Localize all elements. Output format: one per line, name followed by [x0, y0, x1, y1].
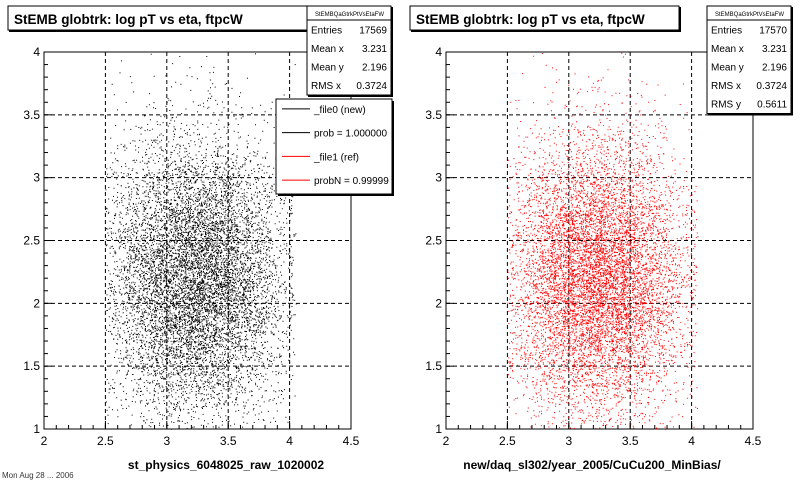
right-x-axis-label: new/daq_sl302/year_2005/CuCu200_MinBias/: [463, 458, 721, 472]
stats-row-label: Mean y: [711, 63, 744, 74]
y-tick-label: 4: [435, 45, 442, 59]
right-chart-title: StEMB globtrk: log pT vs eta, ftpcW: [416, 12, 645, 27]
legend-entry-label: _file1 (ref): [313, 152, 359, 163]
stats-box-frame: [706, 5, 792, 114]
stats-row-value: 0.3724: [756, 81, 787, 92]
x-tick-label: 4: [688, 434, 695, 448]
y-tick-label: 3.5: [23, 108, 40, 122]
right-x-axis: 2 2.5 3 3.5 4 4.5: [443, 421, 762, 448]
stats-box-frame: [306, 5, 392, 96]
left-chart-title: StEMB globtrk: log pT vs eta, ftpcW: [14, 12, 243, 27]
right-title-box: [409, 5, 680, 31]
x-tick-label: 3.5: [220, 434, 237, 448]
stats-row-label: RMS x: [311, 81, 341, 92]
stats-box-name: StEMBQaGtrkPtVsEtaFW: [315, 12, 384, 18]
stats-row-value: 3.231: [362, 44, 387, 55]
scatter-point-cloud: [105, 53, 297, 430]
stats-row-label: Entries: [311, 26, 342, 37]
right-y-axis: 1 1.5 2 2.5 3 3.5 4: [425, 45, 454, 436]
y-tick-label: 1: [435, 422, 442, 436]
left-legend: _file0 (new) prob = 1.000000 _file1 (ref) p…: [275, 98, 394, 196]
legend-entry-label: probN = 0.99999: [314, 176, 389, 187]
right-histogram-panel: 2 2.5 3 3.5 4 4.5 1 1.5 2 2.5 3 3.5 4 StEMB globtrk…: [409, 5, 793, 472]
x-tick-label: 2.5: [499, 434, 516, 448]
legend-frame: [275, 98, 393, 195]
stats-row-label: Entries: [711, 26, 742, 37]
left-scatter-points: [105, 53, 297, 430]
y-tick-label: 3.5: [425, 108, 442, 122]
stats-row-label: Mean y: [311, 63, 344, 74]
right-grid: [446, 52, 753, 429]
stats-row-label: RMS x: [711, 81, 741, 92]
left-x-axis-label: st_physics_6048025_raw_1020002: [128, 458, 324, 472]
y-tick-label: 1: [33, 422, 40, 436]
stats-row-value: 0.3724: [356, 81, 387, 92]
y-tick-label: 2.5: [23, 234, 40, 248]
x-tick-label: 4.5: [343, 434, 360, 448]
stats-row-value: 3.231: [762, 44, 787, 55]
x-tick-label: 2: [443, 434, 450, 448]
y-tick-label: 3: [33, 171, 40, 185]
footer-timestamp: Mon Aug 28 ... 2006: [2, 471, 74, 480]
stats-box-name: StEMBQaGtrkPtVsEtaFW: [715, 12, 784, 18]
y-tick-label: 3: [435, 171, 442, 185]
x-tick-label: 3: [565, 434, 572, 448]
left-y-axis: 1 1.5 2 2.5 3 3.5 4: [23, 45, 52, 436]
y-tick-label: 2: [33, 296, 40, 310]
y-tick-label: 1.5: [23, 359, 40, 373]
stats-row-value: 2.196: [762, 63, 787, 74]
y-tick-label: 1.5: [425, 359, 442, 373]
x-tick-label: 4.5: [745, 434, 762, 448]
stats-row-label: Mean x: [311, 44, 344, 55]
stats-row-label: Mean x: [711, 44, 744, 55]
x-tick-label: 2.5: [97, 434, 114, 448]
y-tick-label: 4: [33, 45, 40, 59]
left-title-box: [7, 5, 308, 31]
legend-entry-label: _file0 (new): [313, 105, 366, 116]
legend-entry-label: prob = 1.000000: [314, 129, 388, 140]
stats-row-value: 17570: [759, 26, 787, 37]
left-histogram-panel: 2 2.5 3 3.5 4 4.5 1 1.5 2 2.5 3 3.5 4 StEMB globtrk…: [7, 5, 394, 472]
y-tick-label: 2: [435, 296, 442, 310]
x-tick-label: 3.5: [622, 434, 639, 448]
x-tick-label: 2: [41, 434, 48, 448]
stats-row-value: 2.196: [362, 63, 387, 74]
left-x-axis: 2 2.5 3 3.5 4 4.5: [41, 421, 360, 448]
left-stats-box: StEMBQaGtrkPtVsEtaFW Entries 17569 Mean x 3.…: [306, 5, 393, 97]
stats-row-value: 17569: [359, 26, 387, 37]
y-tick-label: 2.5: [425, 234, 442, 248]
right-stats-box: StEMBQaGtrkPtVsEtaFW Entries 17570 Mean x 3.…: [706, 5, 793, 116]
x-tick-label: 3: [163, 434, 170, 448]
x-tick-label: 4: [286, 434, 293, 448]
stats-row-label: RMS y: [711, 100, 741, 111]
stats-row-value: 0.5611: [757, 100, 787, 111]
